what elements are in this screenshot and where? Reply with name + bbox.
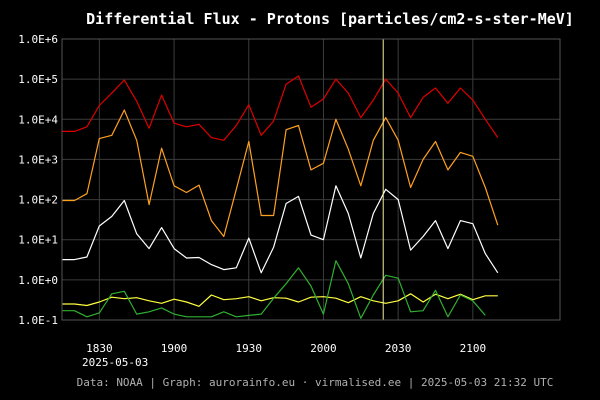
y-tick-label: 1.0E-1 xyxy=(18,314,58,327)
series-lines xyxy=(62,75,499,319)
y-tick-label: 1.0E+1 xyxy=(18,234,58,247)
x-axis: 1830 1900 1930 2000 2030 2100 xyxy=(86,342,486,355)
series-line-1 xyxy=(62,109,499,238)
footer-credits: Data: NOAA | Graph: aurorainfo.eu · virm… xyxy=(77,376,554,389)
x-tick-label: 2030 xyxy=(385,342,412,355)
series-line-0 xyxy=(62,75,499,141)
y-tick-label: 1.0E+0 xyxy=(18,274,58,287)
series-line-3 xyxy=(62,293,498,307)
y-tick-label: 1.0E+4 xyxy=(18,113,58,126)
x-tick-label: 1830 xyxy=(86,342,113,355)
plot-frame xyxy=(61,38,561,321)
grid xyxy=(62,38,560,321)
y-tick-label: 1.0E+2 xyxy=(18,194,58,207)
x-tick-label: 2000 xyxy=(310,342,337,355)
y-tick-label: 1.0E+3 xyxy=(18,153,58,166)
chart-title: Differential Flux - Protons [particles/c… xyxy=(86,10,574,28)
x-tick-label: 2100 xyxy=(460,342,487,355)
series-line-4 xyxy=(62,260,486,319)
date-label: 2025-05-03 xyxy=(82,356,148,369)
series-line-2 xyxy=(62,185,499,274)
x-tick-label: 1930 xyxy=(236,342,263,355)
x-tick-label: 1900 xyxy=(161,342,188,355)
y-tick-label: 1.0E+6 xyxy=(18,33,58,46)
y-axis: 1.0E-1 1.0E+0 1.0E+1 1.0E+2 1.0E+3 1.0E+4 1.0E… xyxy=(18,33,58,327)
y-tick-label: 1.0E+5 xyxy=(18,73,58,86)
